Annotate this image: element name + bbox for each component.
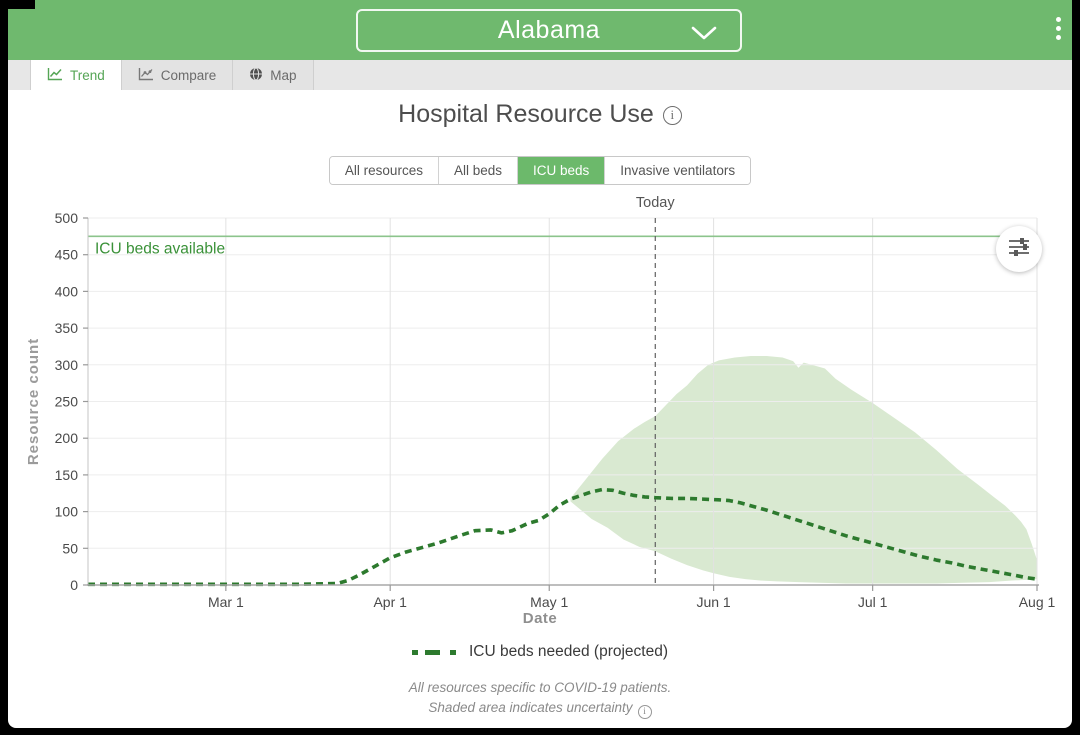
page-title-text: Hospital Resource Use	[398, 100, 654, 128]
svg-text:Apr 1: Apr 1	[373, 594, 407, 610]
svg-text:50: 50	[62, 540, 78, 556]
svg-text:300: 300	[55, 357, 79, 373]
chart-settings-button[interactable]	[996, 226, 1042, 272]
legend-label: ICU beds needed (projected)	[468, 643, 669, 660]
svg-text:350: 350	[55, 320, 79, 336]
footnote-uncertainty-text: Shaded area indicates uncertainty	[428, 700, 633, 715]
toggle-all-resources[interactable]: All resources	[329, 157, 438, 184]
svg-text:ICU beds available: ICU beds available	[95, 240, 225, 257]
app-window: Alabama Trend Compare Map	[8, 0, 1072, 728]
svg-text:0: 0	[70, 577, 78, 593]
legend-dash-swatch	[411, 643, 456, 661]
svg-text:400: 400	[55, 283, 79, 299]
svg-text:100: 100	[55, 504, 79, 520]
region-dropdown-label: Alabama	[497, 16, 601, 44]
tab-map[interactable]: Map	[233, 60, 314, 90]
svg-text:May 1: May 1	[530, 594, 568, 610]
chevron-down-icon	[690, 24, 718, 47]
chart-legend: ICU beds needed (projected)	[8, 643, 1072, 661]
tab-map-label: Map	[270, 67, 297, 83]
region-dropdown[interactable]: Alabama	[356, 9, 742, 52]
tab-bar: Trend Compare Map	[8, 60, 1072, 90]
svg-text:Aug 1: Aug 1	[1019, 594, 1056, 610]
svg-text:Jul 1: Jul 1	[858, 594, 888, 610]
svg-text:250: 250	[55, 394, 79, 410]
svg-text:200: 200	[55, 430, 79, 446]
resource-toggle-group: All resources All beds ICU beds Invasive…	[328, 156, 752, 185]
app-header: Alabama	[8, 0, 1072, 60]
svg-text:450: 450	[55, 247, 79, 263]
svg-text:Jun 1: Jun 1	[696, 594, 730, 610]
tab-trend[interactable]: Trend	[30, 60, 122, 90]
toggle-invasive-ventilators[interactable]: Invasive ventilators	[604, 157, 751, 184]
sliders-icon	[1008, 237, 1030, 262]
svg-text:Today: Today	[636, 195, 675, 211]
footnote-uncertainty: Shaded area indicates uncertainty i	[8, 700, 1072, 719]
screen-corner	[8, 0, 35, 9]
x-axis-title: Date	[522, 610, 558, 627]
footnote-covid: All resources specific to COVID-19 patie…	[408, 680, 672, 695]
svg-text:500: 500	[55, 210, 79, 226]
kebab-menu-icon[interactable]	[1049, 17, 1067, 45]
toggle-icu-beds[interactable]: ICU beds	[516, 157, 605, 184]
compare-chart-icon	[138, 67, 154, 84]
info-icon[interactable]: i	[662, 105, 682, 125]
trend-chart-icon	[47, 67, 63, 84]
svg-text:Resource count: Resource count	[25, 338, 42, 465]
tab-compare-label: Compare	[160, 67, 217, 83]
tab-compare[interactable]: Compare	[121, 60, 234, 90]
info-icon-small[interactable]: i	[637, 705, 652, 719]
svg-text:150: 150	[55, 467, 79, 483]
globe-icon	[249, 67, 263, 84]
svg-text:Mar 1: Mar 1	[208, 594, 244, 610]
tab-trend-label: Trend	[70, 67, 105, 83]
page-title: Hospital Resource Use i	[8, 100, 1072, 129]
toggle-all-beds[interactable]: All beds	[437, 157, 517, 184]
